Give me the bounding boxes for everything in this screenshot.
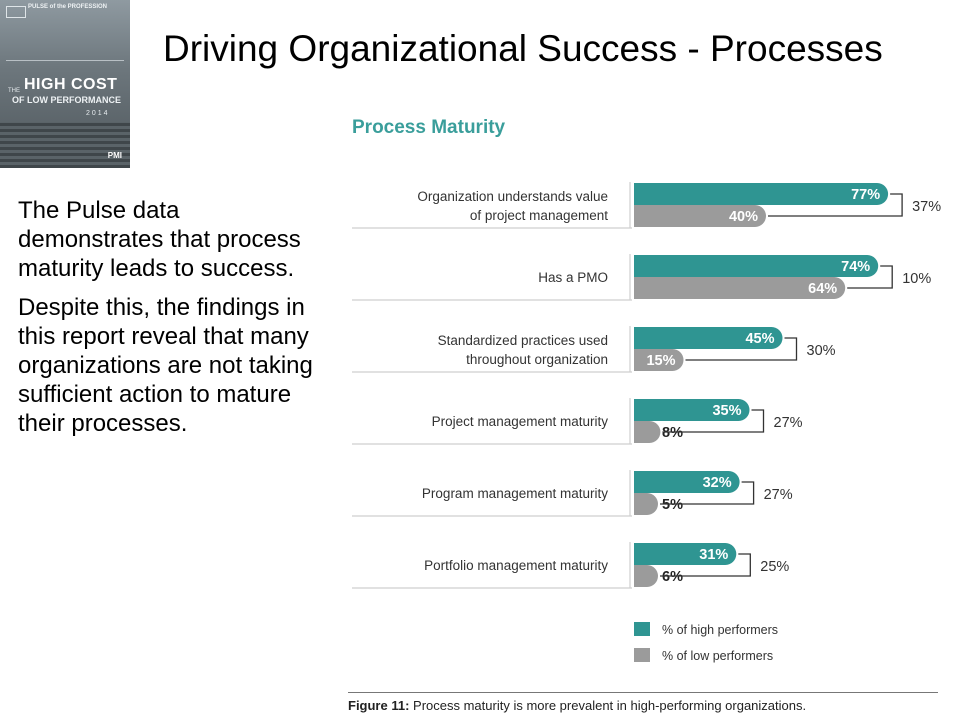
category-label: Standardized practices used [438,333,608,348]
difference-label: 10% [902,271,931,287]
difference-label: 25% [760,559,789,575]
figure-text: Process maturity is more prevalent in hi… [409,698,807,713]
bar-low-performers-base [634,493,646,515]
data-label-low: 40% [729,209,758,225]
difference-bracket [847,265,893,289]
data-label-high: 74% [841,259,870,275]
bar-low-performers-base [634,349,646,371]
bar-high-performers [634,543,737,565]
cover-rule [6,60,124,61]
bar-low-performers [634,349,684,371]
difference-bracket [660,481,755,505]
body-paragraph-1: The Pulse data demonstrates that process… [18,197,301,282]
figure-caption: Figure 11: Process maturity is more prev… [348,692,938,713]
pulse-logo-icon [6,6,26,18]
cover-brand: PULSE of the PROFESSION [28,4,108,10]
report-cover-image: PULSE of the PROFESSION THE HIGH COST OF… [0,0,130,168]
cover-stripes [0,122,130,168]
difference-bracket [662,409,765,433]
category-label: Portfolio management maturity [424,558,608,573]
process-maturity-chart: Organization understands value of project… [352,182,941,663]
bar-high-performers [634,471,740,493]
category-label: Program management maturity [422,486,608,501]
pmi-logo: PMI [107,151,122,160]
bar-low-performers-base [634,421,646,443]
difference-bracket [768,193,903,217]
cover-title: HIGH COST [24,76,118,93]
data-label-high: 35% [712,403,741,419]
bar-low-performers-base [634,205,646,227]
bar-high-performers-base [634,255,646,277]
bar-high-performers [634,183,889,205]
difference-bracket [685,337,798,361]
data-label-high: 77% [851,187,880,203]
data-label-high: 31% [699,547,728,563]
bar-high-performers [634,327,783,349]
bar-low-performers-base [634,277,646,299]
category-label: of project management [470,208,608,223]
cover-subtitle: OF LOW PERFORMANCE [12,95,121,105]
bar-low-performers [634,205,766,227]
difference-label: 27% [764,487,793,503]
category-label: throughout organization [466,352,608,367]
chart-title: Process Maturity [352,117,506,138]
body-text: The Pulse data demonstrates that process… [18,196,318,448]
bar-high-performers-base [634,543,646,565]
difference-bracket [660,553,751,577]
data-label-low: 15% [646,353,675,369]
bar-low-performers [634,277,846,299]
cover-year: 2014 [86,110,110,117]
category-label: Project management maturity [432,414,609,429]
data-label-low: 5% [662,497,683,513]
legend-swatch [634,622,650,636]
difference-label: 37% [912,199,941,215]
data-label-high: 32% [703,475,732,491]
legend-label: % of low performers [662,649,773,663]
legend-label: % of high performers [662,623,778,637]
bar-high-performers-base [634,471,646,493]
bar-high-performers [634,255,879,277]
figure-label: Figure 11: [348,698,410,713]
cover-the: THE [8,88,20,94]
category-label: Has a PMO [538,270,608,285]
bar-high-performers-base [634,327,646,349]
difference-label: 27% [774,415,803,431]
category-label: Organization understands value [417,189,608,204]
bar-high-performers [634,399,750,421]
bar-low-performers-base [634,565,646,587]
data-label-low: 64% [808,281,837,297]
bar-high-performers-base [634,399,646,421]
bar-high-performers-base [634,183,646,205]
slide-title: Driving Organizational Success - Process… [163,28,883,69]
body-paragraph-2: Despite this, the findings in this repor… [18,294,313,437]
data-label-low: 8% [662,425,683,441]
data-label-low: 6% [662,569,683,585]
legend-swatch [634,648,650,662]
data-label-high: 45% [745,331,774,347]
difference-label: 30% [807,343,836,359]
